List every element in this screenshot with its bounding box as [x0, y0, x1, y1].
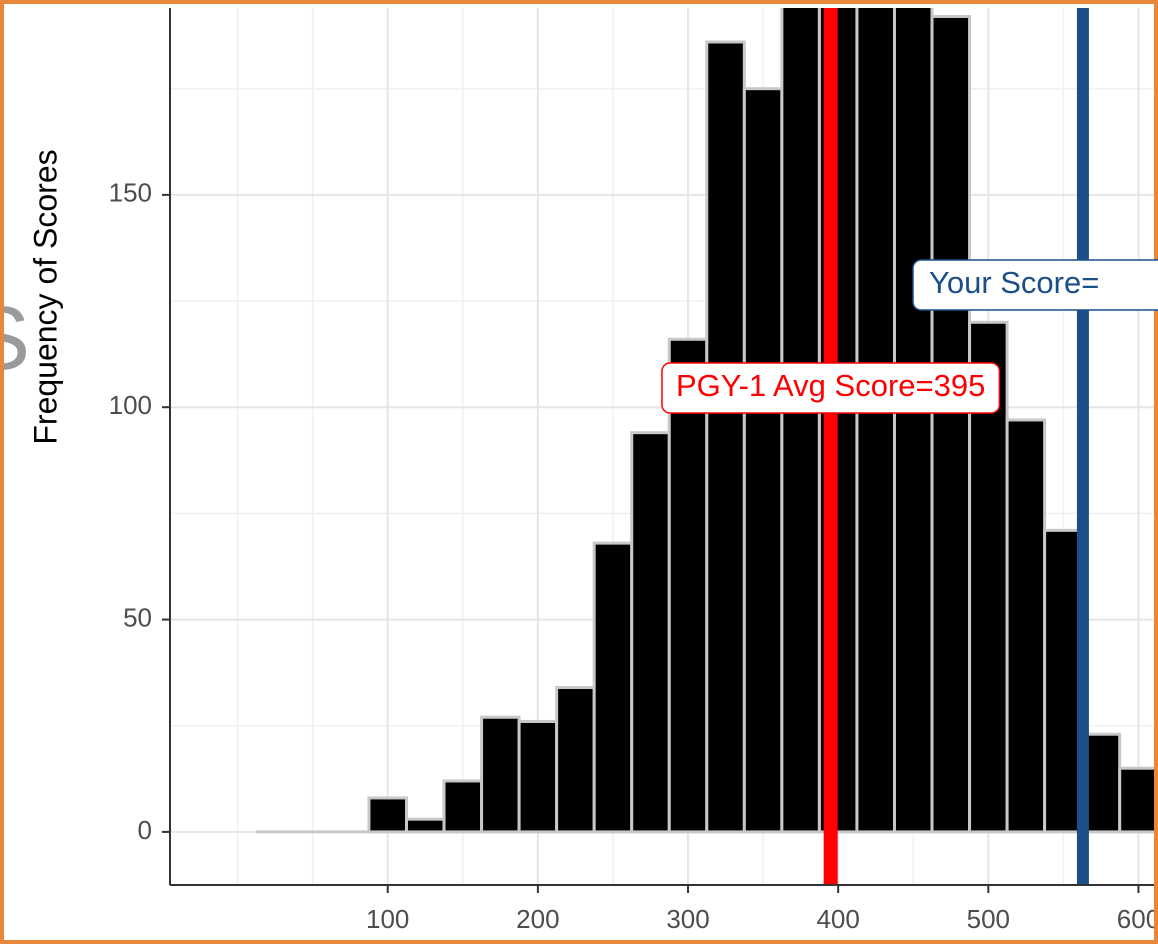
label-text: Your Score=	[929, 265, 1099, 300]
bar	[517, 719, 559, 834]
bar	[592, 541, 634, 834]
x-tick-label: 200	[516, 904, 559, 934]
x-tick-label: 400	[816, 904, 859, 934]
bar	[855, 8, 896, 834]
bars	[256, 8, 1156, 834]
y-tick-label: 0	[138, 815, 152, 845]
bar	[367, 796, 408, 834]
x-tick-label: 300	[666, 904, 709, 934]
axes: 0 50 100 150 100 200 300 400 500 600	[109, 8, 1158, 934]
y-tick-label: 100	[109, 390, 152, 420]
bar	[1043, 528, 1084, 834]
reference-label: PGY-1 Avg Score=395	[661, 362, 1001, 414]
bar	[780, 8, 821, 834]
y-tick-label: 150	[109, 178, 152, 208]
bar	[442, 779, 484, 834]
label-text: PGY-1 Avg Score=395	[676, 368, 985, 403]
bar	[555, 686, 596, 834]
bar	[892, 8, 934, 834]
x-tick-label: 600	[1117, 904, 1158, 934]
bar	[1005, 418, 1047, 834]
bar	[705, 40, 746, 834]
x-tick-label: 500	[967, 904, 1010, 934]
label-box	[912, 259, 1158, 311]
fragment-text: S	[0, 289, 30, 389]
bar	[480, 715, 521, 834]
bar	[1118, 766, 1156, 834]
y-tick-label: 50	[123, 602, 152, 632]
reference-label: Your Score=	[912, 259, 1158, 311]
x-tick-label: 100	[366, 904, 409, 934]
bar	[404, 817, 446, 834]
bar	[930, 14, 972, 834]
label-box	[661, 362, 1001, 414]
bar	[667, 337, 709, 834]
y-axis-title: Frequency of Scores	[27, 149, 63, 444]
reference-lines	[823, 8, 1089, 885]
bar	[742, 87, 784, 834]
bar	[630, 431, 671, 834]
